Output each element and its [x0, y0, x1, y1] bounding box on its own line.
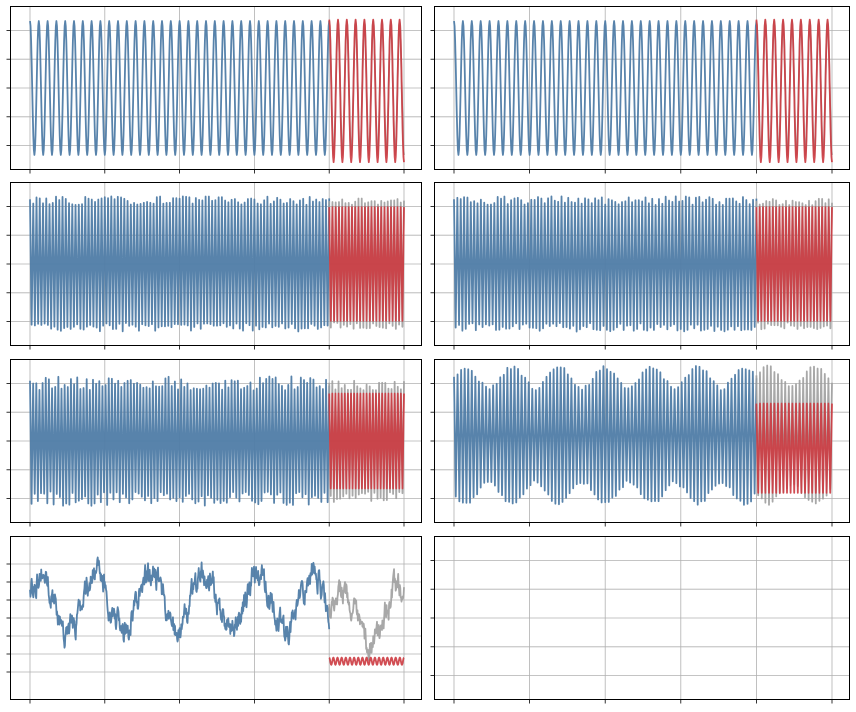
- subplot-3: [6, 182, 422, 350]
- actual-line: [328, 568, 405, 662]
- subplot-5: [6, 359, 422, 527]
- actual-line: [328, 379, 405, 503]
- forecast-line: [755, 18, 833, 164]
- subplot-6: [430, 359, 850, 527]
- history-line: [29, 556, 331, 649]
- history-line: [29, 375, 331, 507]
- axes-frame: [434, 6, 850, 170]
- axes-frame: [10, 6, 422, 170]
- axes-frame: [434, 359, 850, 523]
- history-line: [453, 365, 758, 506]
- history-line: [29, 195, 331, 333]
- axes-frame: [10, 536, 422, 700]
- forecast-line: [328, 656, 405, 666]
- history-line: [453, 195, 758, 333]
- subplot-4: [430, 182, 850, 350]
- axes-frame: [434, 182, 850, 346]
- axes-frame: [10, 359, 422, 523]
- forecast-line: [328, 206, 405, 322]
- forecast-line: [755, 206, 833, 322]
- history-line: [29, 20, 331, 156]
- subplot-8: [430, 536, 850, 704]
- grid-lines: [434, 536, 850, 700]
- axes-frame: [10, 182, 422, 346]
- axes-frame: [434, 536, 850, 700]
- history-line: [453, 20, 758, 156]
- forecast-line: [328, 392, 405, 490]
- forecast-line: [328, 18, 405, 164]
- forecast-line: [755, 402, 833, 494]
- subplot-2: [430, 6, 850, 174]
- subplot-7: [6, 536, 422, 704]
- subplot-1: [6, 6, 422, 174]
